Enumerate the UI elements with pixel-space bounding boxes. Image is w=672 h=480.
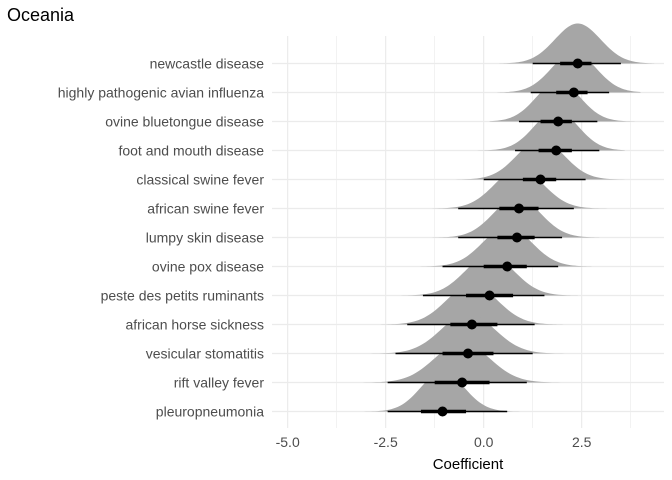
density-ridge	[375, 284, 566, 325]
y-tick-label: pleuropneumonia	[156, 404, 264, 420]
density-ridge	[336, 371, 541, 412]
x-tick-label: 2.5	[572, 434, 592, 450]
median-point	[463, 348, 473, 359]
median-point	[512, 232, 522, 243]
median-point	[535, 174, 546, 185]
median-point	[457, 377, 468, 388]
median-point	[437, 406, 448, 417]
median-point	[551, 145, 562, 156]
y-tick-label: newcastle disease	[150, 56, 265, 72]
y-tick-label: rift valley fever	[174, 375, 265, 391]
density-layer	[311, 23, 655, 412]
x-tick-label: -2.5	[374, 434, 398, 450]
median-point	[553, 116, 564, 127]
density-ridge	[360, 139, 645, 180]
median-point	[513, 203, 524, 214]
median-point	[572, 58, 583, 69]
chart-title: Oceania	[7, 5, 75, 25]
x-tick-label: 0.0	[474, 434, 494, 450]
y-tick-label: peste des petits ruminants	[101, 288, 264, 304]
density-ridge	[405, 226, 592, 267]
density-ridge	[497, 52, 641, 93]
x-axis-labels: -5.0 -2.5 0.0 2.5	[276, 434, 592, 450]
median-point	[568, 87, 579, 98]
density-ridge	[321, 342, 572, 383]
median-point	[502, 261, 513, 272]
y-tick-label: ovine bluetongue disease	[105, 114, 264, 130]
median-point	[484, 290, 495, 301]
density-ridge	[471, 110, 625, 151]
y-tick-label: vesicular stomatitis	[146, 346, 264, 362]
median-point	[466, 319, 477, 330]
y-axis-labels: newcastle disease highly pathogenic avian…	[58, 56, 265, 420]
density-ridge	[387, 168, 621, 209]
x-tick-label: -5.0	[276, 434, 300, 450]
y-tick-label: lumpy skin disease	[146, 230, 264, 246]
density-ridge	[489, 81, 635, 122]
y-tick-label: african swine fever	[147, 201, 264, 217]
density-ridge	[413, 197, 600, 238]
interval-layer	[387, 58, 621, 417]
y-tick-label: african horse sickness	[125, 317, 264, 333]
y-tick-label: highly pathogenic avian influenza	[58, 85, 264, 101]
y-tick-label: ovine pox disease	[152, 259, 264, 275]
density-ridge	[499, 23, 655, 64]
density-ridge	[385, 255, 578, 296]
y-tick-label: foot and mouth disease	[118, 143, 264, 159]
density-ridge	[311, 313, 590, 354]
x-axis-title: Coefficient	[433, 456, 504, 473]
y-tick-label: classical swine fever	[136, 172, 264, 188]
